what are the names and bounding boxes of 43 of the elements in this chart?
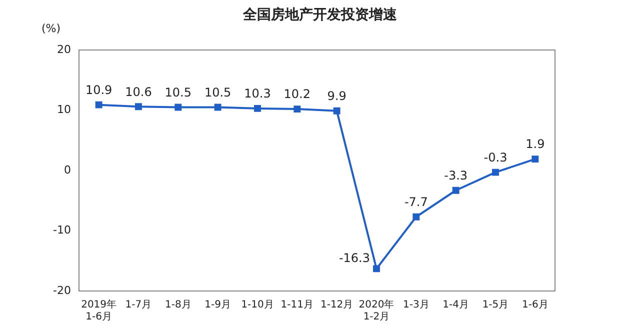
data-label: -16.3 xyxy=(338,250,370,265)
point xyxy=(214,104,222,111)
data-label: 10.9 xyxy=(85,82,112,97)
data-label: 1.9 xyxy=(526,137,545,152)
x-tick-label: 1-8月 xyxy=(164,300,192,311)
data-label: -0.3 xyxy=(484,150,508,164)
point xyxy=(333,107,340,114)
x-tick-label: 1-9月 xyxy=(204,300,231,311)
point xyxy=(174,104,182,111)
point xyxy=(294,106,301,113)
point xyxy=(532,156,539,163)
x-tick-label: 1-12月 xyxy=(320,300,354,311)
x-tick-label: 1-6月 xyxy=(522,300,548,311)
x-tick-label: 1-10月 xyxy=(241,300,274,311)
y-axis-title: (%) xyxy=(41,22,60,35)
data-label: 10.5 xyxy=(204,85,232,100)
data-label: -3.3 xyxy=(444,168,468,183)
data-label: 10.2 xyxy=(284,87,311,102)
point xyxy=(134,103,142,110)
x-tick-label: 1-11月 xyxy=(280,300,314,311)
data-label: 10.5 xyxy=(164,85,192,100)
y-tick-label: 0 xyxy=(64,163,71,176)
x-tick-label: 1-3月 xyxy=(402,300,430,311)
data-label: -7.7 xyxy=(404,195,428,210)
data-label: 9.9 xyxy=(327,88,346,103)
point xyxy=(452,186,460,194)
y-tick-label: -10 xyxy=(53,224,71,237)
data-label: 10.6 xyxy=(125,84,152,99)
y-tick-label: 10 xyxy=(56,103,71,116)
data-label: 10.3 xyxy=(244,86,271,101)
x-tick-label: 1-4月 xyxy=(442,300,469,311)
point xyxy=(492,168,499,176)
point xyxy=(95,101,102,108)
point xyxy=(412,213,420,220)
point xyxy=(373,265,380,272)
x-tick-label: 1-5月 xyxy=(482,300,509,311)
y-tick-label: -20 xyxy=(53,284,71,297)
x-tick-label: 2019年 1-6月 xyxy=(81,298,117,323)
x-tick-label: 1-7月 xyxy=(125,300,152,311)
x-tick-label: 2020年 1-2月 xyxy=(358,298,394,323)
y-tick-label: 20 xyxy=(56,42,71,56)
point xyxy=(254,104,261,112)
chart-title: 全国房地产开发投资增速 xyxy=(243,7,397,23)
